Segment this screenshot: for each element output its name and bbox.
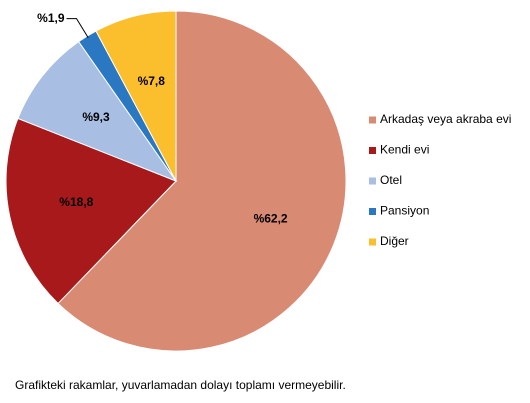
pie-slice: [57, 10, 347, 352]
data-label: %7,8: [138, 74, 166, 88]
legend-marker: [369, 116, 376, 124]
data-label: %62,2: [254, 211, 288, 225]
data-label: %9,3: [82, 110, 110, 124]
pie-slice: [95, 10, 177, 182]
legend-marker: [369, 147, 376, 154]
legend-marker: [369, 177, 376, 185]
legend-marker: [369, 238, 376, 246]
legend-label: Otel: [380, 173, 402, 187]
data-label: %18,8: [59, 195, 93, 209]
legend-label: Pansiyon: [380, 204, 429, 218]
legend-label: Kendi evi: [380, 143, 429, 157]
data-label: %1,9: [37, 11, 65, 25]
legend-label: Arkadaş veya akraba evi: [380, 112, 511, 126]
pie-slice: [17, 40, 178, 183]
legend-label: Diğer: [380, 234, 409, 248]
leader-line: [66, 18, 89, 39]
legend-marker: [369, 208, 376, 215]
footnote: Grafikteki rakamlar, yuvarlamadan dolayı…: [15, 378, 346, 392]
